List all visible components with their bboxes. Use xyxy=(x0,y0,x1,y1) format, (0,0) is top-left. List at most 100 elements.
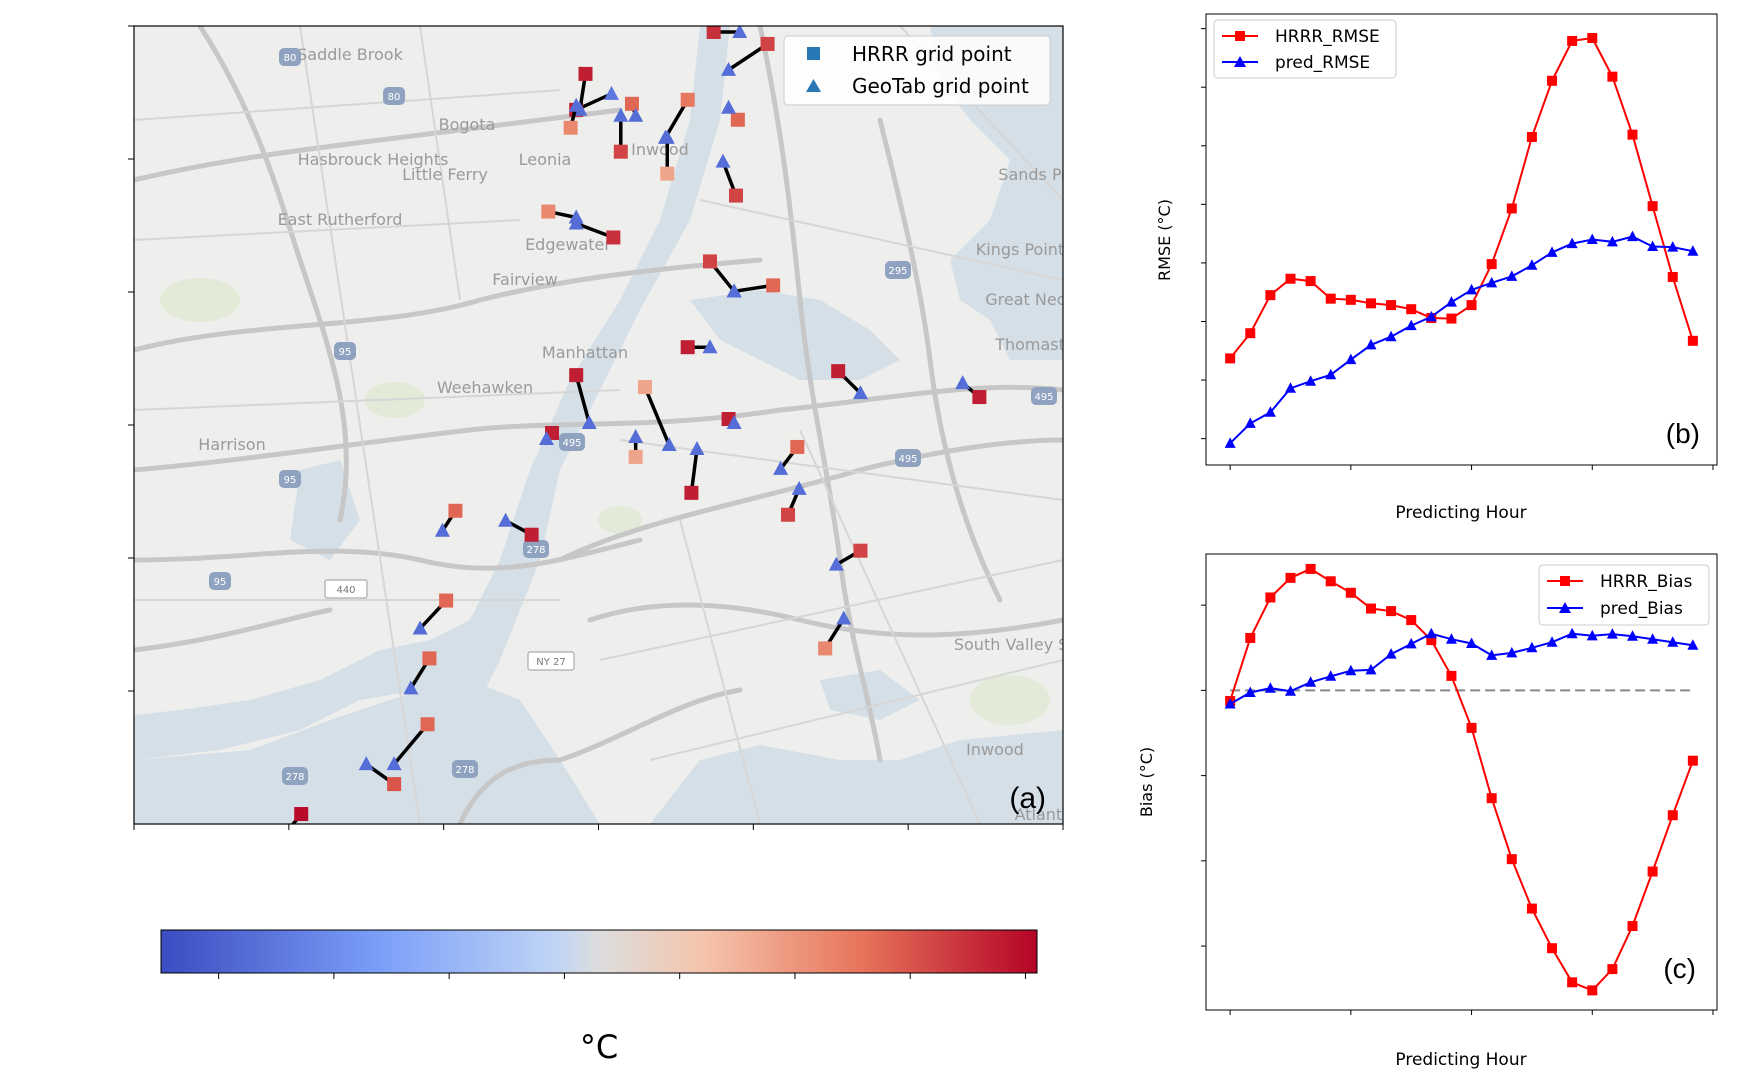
hrrr-grid-point-marker xyxy=(706,26,721,39)
data-point-triangle xyxy=(1586,629,1598,641)
data-point-square xyxy=(1325,576,1336,587)
place-label: Edgewater xyxy=(525,235,611,254)
hrrr-grid-point-marker xyxy=(781,507,796,522)
data-point-triangle xyxy=(1586,233,1598,244)
geotab-grid-point-marker xyxy=(721,99,737,114)
bias-plot-frame xyxy=(1205,553,1718,1011)
shield-icon: 95 xyxy=(279,470,301,488)
data-point-triangle xyxy=(1305,676,1317,687)
geotab-grid-point-marker xyxy=(628,107,644,122)
geotab-grid-point-marker xyxy=(791,480,807,495)
data-point-square xyxy=(1526,903,1537,914)
data-point-square xyxy=(1547,75,1558,86)
hrrr-grid-point-marker xyxy=(439,593,454,608)
geotab-grid-point-marker xyxy=(613,107,629,122)
legend-box xyxy=(1213,19,1397,79)
hrrr-square-icon xyxy=(807,47,820,60)
svg-text:80: 80 xyxy=(284,53,297,64)
svg-text:495: 495 xyxy=(898,454,917,465)
data-point-triangle xyxy=(1305,375,1317,386)
hrrr-grid-point-marker xyxy=(637,380,652,395)
geotab-grid-point-marker xyxy=(434,522,450,537)
place-label: Kings Point xyxy=(976,240,1064,259)
place-label: Little Ferry xyxy=(402,165,488,184)
shield-icon: 278 xyxy=(282,767,308,785)
colorbar-gradient xyxy=(160,929,1038,974)
hrrr-grid-point-marker xyxy=(578,66,593,81)
rmse-y-axis-label: RMSE (°C) xyxy=(1155,199,1174,281)
shield-icon: 495 xyxy=(895,449,921,467)
data-point-triangle xyxy=(1606,235,1618,247)
hrrr-grid-point-marker xyxy=(702,254,717,269)
hrrr-grid-point-marker xyxy=(766,278,781,293)
rmse-x-axis-label: Predicting Hour xyxy=(1395,503,1526,523)
data-point-square xyxy=(1506,203,1517,214)
place-label: Atlantic xyxy=(1015,805,1076,824)
triangle-marker-icon xyxy=(1234,56,1246,67)
highway-shields: 80 80 95 95 95 278 278 278 440 495 495 4… xyxy=(209,48,1057,785)
geotab-grid-point-marker xyxy=(715,153,731,168)
geotab-grid-point-marker xyxy=(568,215,584,230)
hrrr-grid-point-marker xyxy=(613,144,628,159)
data-point-triangle xyxy=(1425,310,1437,322)
legend-label-geotab: GeoTab grid point xyxy=(852,74,1029,98)
data-point-triangle xyxy=(1405,637,1417,649)
svg-text:95: 95 xyxy=(214,577,227,588)
legend-label-hrrr: HRRR grid point xyxy=(852,42,1012,66)
data-point-square xyxy=(1687,755,1698,766)
data-point-square xyxy=(1647,866,1658,877)
data-point-square xyxy=(1607,71,1618,82)
data-point-square xyxy=(1345,587,1356,598)
shield-icon: 80 xyxy=(279,48,301,66)
pair-connector-line xyxy=(689,448,699,494)
geotab-grid-point-marker xyxy=(689,440,705,455)
svg-text:278: 278 xyxy=(526,545,545,556)
data-point-square xyxy=(1386,300,1397,311)
data-point-square xyxy=(1466,300,1477,311)
data-point-square xyxy=(1305,276,1316,287)
data-point-square xyxy=(1406,304,1417,315)
place-label: Hasbrouck Heights xyxy=(298,150,449,169)
hrrr-grid-point-marker xyxy=(790,439,805,454)
data-point-square xyxy=(1406,615,1417,626)
panel-label-c: (c) xyxy=(1663,953,1696,984)
place-label: Leonia xyxy=(519,150,572,169)
place-label: Bogota xyxy=(439,115,496,134)
place-labels: Saddle Brook Bogota Leonia Inwood Hasbro… xyxy=(198,45,1076,824)
park-area xyxy=(160,278,240,322)
place-label: East Rutherford xyxy=(278,210,403,229)
bias-axes xyxy=(1201,604,1714,1015)
geotab-grid-point-marker xyxy=(732,26,748,38)
data-point-triangle xyxy=(1284,685,1296,696)
data-point-triangle xyxy=(1647,633,1659,644)
data-point-triangle xyxy=(1325,368,1337,380)
pair-connector-line xyxy=(643,386,671,446)
data-point-square xyxy=(1627,921,1638,932)
park-area xyxy=(970,675,1050,725)
geotab-grid-point-marker xyxy=(828,556,844,571)
data-point-square xyxy=(1285,572,1296,583)
geotab-triangle-icon xyxy=(806,79,821,92)
data-point-square xyxy=(1647,201,1658,212)
place-label: Inwood xyxy=(631,140,689,159)
legend-label-hrrr-bias: HRRR_Bias xyxy=(1600,572,1693,592)
data-point-square xyxy=(1587,985,1598,996)
panel-label-b: (b) xyxy=(1666,418,1700,449)
hrrr-grid-point-marker xyxy=(684,485,699,500)
data-point-square xyxy=(1547,943,1558,954)
map-points xyxy=(290,26,987,824)
data-point-triangle xyxy=(1405,319,1417,331)
geotab-grid-point-marker xyxy=(538,430,554,445)
hrrr-grid-point-marker xyxy=(524,527,539,542)
shield-icon: 495 xyxy=(1031,387,1057,405)
bias-series xyxy=(1224,563,1699,996)
geotab-grid-point-marker xyxy=(498,512,514,527)
rmse-panel: Predicting Hour RMSE (°C) (b) HRRR_RMSE … xyxy=(1155,13,1718,523)
hrrr-grid-point-marker xyxy=(294,807,309,822)
hrrr-grid-point-marker xyxy=(818,641,833,656)
geotab-grid-point-marker xyxy=(358,756,374,771)
data-point-square xyxy=(1567,977,1578,988)
data-point-square xyxy=(1365,298,1376,309)
data-point-triangle xyxy=(1365,663,1377,675)
